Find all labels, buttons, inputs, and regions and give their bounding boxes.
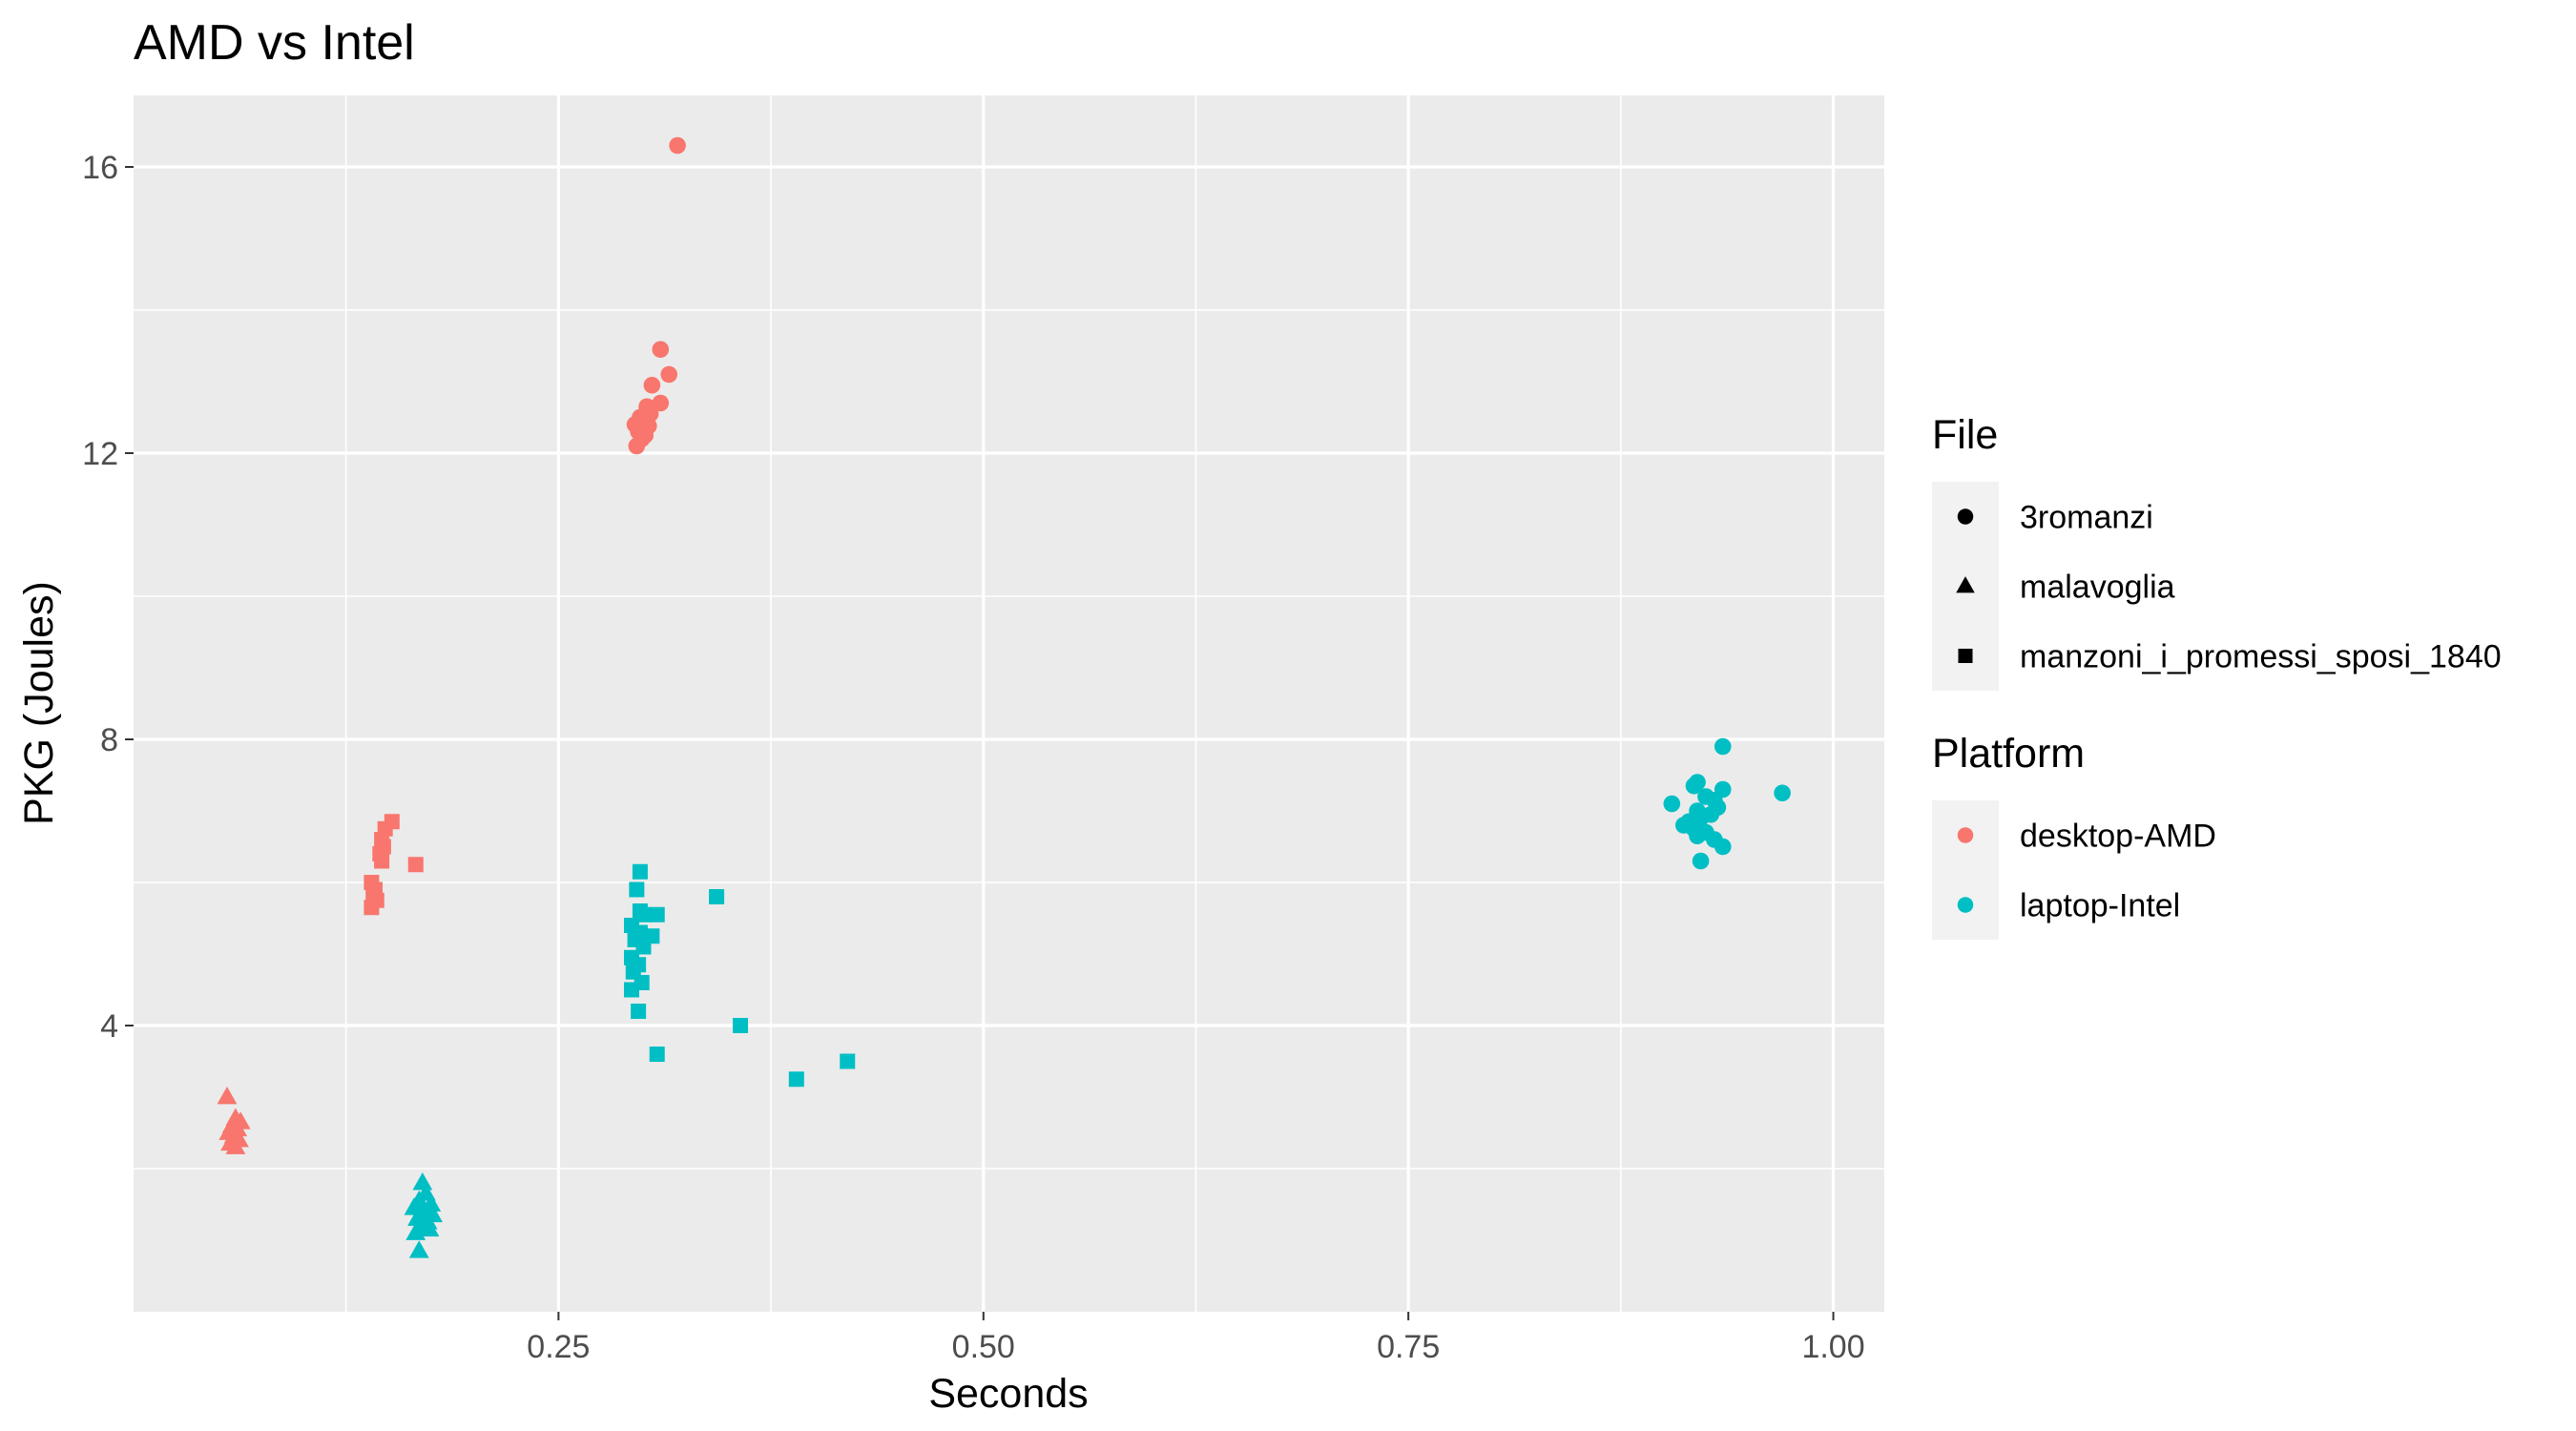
data-point — [1663, 795, 1681, 813]
data-point — [412, 1172, 433, 1191]
data-point — [709, 889, 725, 904]
data-point — [225, 1136, 246, 1154]
legend-title: File — [1932, 412, 1998, 458]
data-point — [1714, 780, 1732, 798]
data-point — [419, 1218, 440, 1237]
y-tick-label: 8 — [100, 722, 118, 758]
data-point — [840, 1053, 856, 1069]
data-point — [660, 365, 677, 384]
data-point — [408, 1240, 429, 1258]
legend-area: File 3romanzi malavoglia manzoni_i_promessi… — [1932, 412, 2502, 940]
y-tick-label: 4 — [100, 1008, 118, 1045]
data-point — [374, 853, 390, 869]
legend-label: laptop-Intel — [2020, 888, 2180, 924]
data-point — [623, 982, 639, 998]
data-point — [1692, 852, 1710, 870]
data-point — [649, 1047, 665, 1062]
data-point — [1689, 827, 1706, 845]
data-point — [364, 900, 380, 916]
legend-key-symbol — [1958, 649, 1973, 663]
legend-label: manzoni_i_promessi_sposi_1840 — [2020, 639, 2502, 675]
x-axis-ticks: 0.25 0.50 0.75 1.00 — [527, 1312, 1865, 1365]
data-point — [643, 376, 661, 394]
data-point — [628, 437, 646, 455]
y-tick-label: 16 — [82, 150, 118, 186]
data-point — [634, 419, 653, 437]
data-point — [632, 863, 648, 880]
y-axis-title: PKG (Joules) — [16, 581, 62, 825]
data-point — [652, 341, 670, 359]
data-point — [733, 1018, 749, 1033]
data-point — [629, 881, 645, 898]
data-point — [788, 1071, 804, 1088]
x-tick-label: 0.50 — [952, 1329, 1015, 1365]
legend-key-symbol — [1956, 576, 1975, 593]
data-points — [217, 136, 1791, 1258]
plot-panel — [134, 95, 1884, 1312]
legend-key-background — [1932, 800, 1999, 940]
x-tick-label: 1.00 — [1801, 1329, 1864, 1365]
data-point — [635, 906, 652, 923]
legend-label: malavoglia — [2020, 570, 2175, 606]
legend-key-symbol — [1957, 897, 1974, 913]
data-point — [649, 906, 665, 923]
data-point — [1714, 838, 1732, 856]
y-axis-ticks: 4 8 12 16 — [82, 150, 134, 1045]
x-tick-label: 0.25 — [527, 1329, 590, 1365]
legend-label: desktop-AMD — [2020, 819, 2216, 855]
data-point — [635, 939, 652, 955]
data-point — [1714, 737, 1732, 756]
data-point — [652, 394, 670, 412]
legend-key-symbol — [1957, 508, 1974, 525]
data-point — [217, 1086, 238, 1105]
x-axis-title: Seconds — [928, 1371, 1088, 1417]
data-point — [669, 136, 686, 155]
data-point — [1774, 784, 1791, 802]
major-gridlines — [134, 95, 1884, 1312]
data-point — [405, 1222, 426, 1240]
x-tick-label: 0.75 — [1377, 1329, 1440, 1365]
data-point — [641, 404, 659, 423]
data-point — [631, 1004, 647, 1019]
legend-title: Platform — [1932, 731, 2085, 777]
chart-title: AMD vs Intel — [134, 15, 415, 71]
y-tick-label: 12 — [82, 436, 118, 472]
data-point — [407, 857, 424, 873]
data-point — [1685, 777, 1703, 795]
minor-gridlines — [134, 95, 1884, 1312]
data-point — [1709, 798, 1727, 817]
legend-label: 3romanzi — [2020, 500, 2153, 536]
legend-key-symbol — [1957, 827, 1974, 843]
